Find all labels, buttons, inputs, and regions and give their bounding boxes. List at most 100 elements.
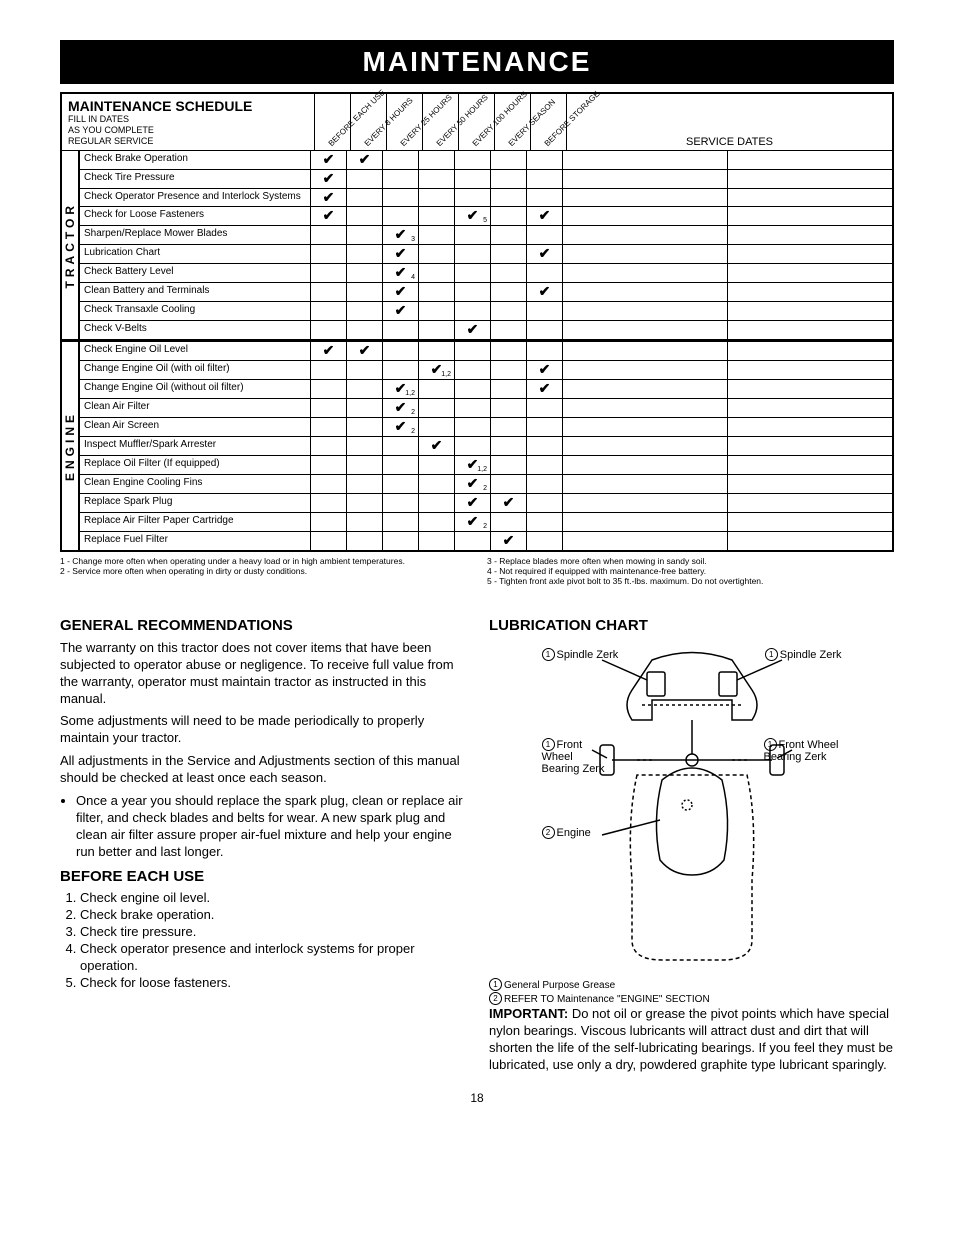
footnote: 3 - Replace blades more often when mowin… — [487, 556, 894, 566]
service-date-cell[interactable] — [563, 342, 728, 360]
check-cell — [311, 361, 347, 379]
service-date-cell[interactable] — [728, 380, 892, 398]
service-date-cell[interactable] — [728, 456, 892, 474]
check-cell: ✔ — [311, 207, 347, 225]
service-date-cell[interactable] — [563, 302, 728, 320]
check-cell — [347, 532, 383, 550]
service-date-cell[interactable] — [728, 437, 892, 455]
check-cell — [491, 475, 527, 493]
service-date-cell[interactable] — [728, 361, 892, 379]
service-date-cell[interactable] — [728, 207, 892, 225]
check-cell: ✔ — [455, 494, 491, 512]
check-cell — [419, 264, 455, 282]
service-date-cell[interactable] — [563, 475, 728, 493]
service-date-cell[interactable] — [563, 207, 728, 225]
check-cell — [491, 302, 527, 320]
service-date-cell[interactable] — [563, 399, 728, 417]
service-date-cell[interactable] — [563, 264, 728, 282]
check-cell — [383, 189, 419, 206]
table-row: Change Engine Oil (without oil filter)✔1… — [80, 379, 892, 398]
service-date-cell[interactable] — [728, 494, 892, 512]
check-cell — [383, 494, 419, 512]
service-date-cell[interactable] — [563, 151, 728, 169]
check-cell: ✔2 — [455, 475, 491, 493]
task-cell: Sharpen/Replace Mower Blades — [80, 226, 311, 244]
service-date-cell[interactable] — [563, 226, 728, 244]
check-cell — [527, 418, 563, 436]
left-column: GENERAL RECOMMENDATIONS The warranty on … — [60, 610, 465, 1079]
service-date-cell[interactable] — [563, 437, 728, 455]
service-date-cell[interactable] — [728, 513, 892, 531]
table-row: Check Operator Presence and Interlock Sy… — [80, 188, 892, 206]
service-date-cell[interactable] — [728, 302, 892, 320]
general-recommendations-heading: GENERAL RECOMMENDATIONS — [60, 616, 465, 636]
service-date-cell[interactable] — [563, 170, 728, 188]
label-spindle-left: Spindle Zerk — [557, 649, 619, 661]
check-cell — [419, 207, 455, 225]
check-cell — [491, 437, 527, 455]
table-row: Clean Engine Cooling Fins✔2 — [80, 474, 892, 493]
check-cell: ✔ — [527, 207, 563, 225]
service-date-cell[interactable] — [563, 283, 728, 301]
page-title: MAINTENANCE — [60, 40, 894, 84]
check-cell — [527, 189, 563, 206]
check-cell — [347, 207, 383, 225]
task-cell: Lubrication Chart — [80, 245, 311, 263]
service-date-cell[interactable] — [563, 245, 728, 263]
service-date-cell[interactable] — [563, 321, 728, 339]
general-bullet: Once a year you should replace the spark… — [76, 793, 465, 861]
check-cell — [383, 475, 419, 493]
list-item: Check operator presence and interlock sy… — [80, 941, 465, 975]
service-date-cell[interactable] — [728, 418, 892, 436]
check-cell — [527, 342, 563, 360]
service-date-cell[interactable] — [563, 361, 728, 379]
service-date-cell[interactable] — [728, 399, 892, 417]
service-date-cell[interactable] — [728, 189, 892, 206]
service-date-cell[interactable] — [728, 321, 892, 339]
service-date-cell[interactable] — [563, 513, 728, 531]
check-cell — [419, 245, 455, 263]
table-row: Check Tire Pressure✔ — [80, 169, 892, 188]
task-cell: Check V-Belts — [80, 321, 311, 339]
check-cell: ✔ — [527, 361, 563, 379]
task-cell: Replace Oil Filter (If equipped) — [80, 456, 311, 474]
service-date-cell[interactable] — [728, 475, 892, 493]
check-cell — [311, 494, 347, 512]
service-date-cell[interactable] — [728, 283, 892, 301]
check-cell — [491, 283, 527, 301]
check-cell — [419, 302, 455, 320]
service-date-cell[interactable] — [563, 456, 728, 474]
task-cell: Replace Fuel Filter — [80, 532, 311, 550]
service-date-cell[interactable] — [728, 170, 892, 188]
service-date-cell[interactable] — [563, 494, 728, 512]
check-cell: ✔1,2 — [383, 380, 419, 398]
service-date-cell[interactable] — [728, 264, 892, 282]
check-cell — [455, 361, 491, 379]
check-cell: ✔2 — [383, 399, 419, 417]
service-date-cell[interactable] — [563, 189, 728, 206]
check-cell: ✔ — [311, 189, 347, 206]
service-date-cell[interactable] — [728, 532, 892, 550]
service-date-cell[interactable] — [563, 532, 728, 550]
check-cell — [311, 380, 347, 398]
col-header: EVERY 8 HOURS — [351, 94, 387, 150]
check-cell: ✔ — [455, 321, 491, 339]
general-p3: All adjustments in the Service and Adjus… — [60, 753, 465, 787]
service-date-cell[interactable] — [563, 380, 728, 398]
check-cell: ✔4 — [383, 264, 419, 282]
service-date-cell[interactable] — [728, 342, 892, 360]
service-date-cell[interactable] — [728, 151, 892, 169]
service-date-cell[interactable] — [563, 418, 728, 436]
table-row: Replace Oil Filter (If equipped)✔1,2 — [80, 455, 892, 474]
task-cell: Check Transaxle Cooling — [80, 302, 311, 320]
check-cell — [491, 456, 527, 474]
check-cell — [491, 418, 527, 436]
check-cell — [527, 170, 563, 188]
check-cell — [527, 437, 563, 455]
service-date-cell[interactable] — [728, 226, 892, 244]
check-cell — [419, 532, 455, 550]
check-cell — [419, 151, 455, 169]
table-row: Replace Air Filter Paper Cartridge✔2 — [80, 512, 892, 531]
check-cell — [419, 342, 455, 360]
service-date-cell[interactable] — [728, 245, 892, 263]
